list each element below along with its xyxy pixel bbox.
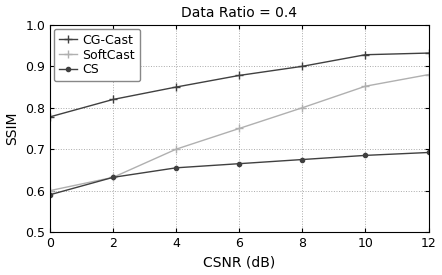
CS [426,151,431,154]
SoftCast [110,176,116,179]
CS [110,176,116,179]
CG-Cast [110,98,116,101]
CS [174,166,179,169]
CS [300,158,305,161]
Line: CS: CS [48,150,431,197]
Legend: CG-Cast, SoftCast, CS: CG-Cast, SoftCast, CS [54,29,140,81]
Line: CG-Cast: CG-Cast [46,49,433,121]
X-axis label: CSNR (dB): CSNR (dB) [203,255,275,270]
SoftCast [363,84,368,88]
SoftCast [174,147,179,151]
Title: Data Ratio = 0.4: Data Ratio = 0.4 [181,6,297,20]
SoftCast [426,73,431,76]
CG-Cast [47,115,53,119]
CS [47,193,53,196]
SoftCast [236,127,242,130]
SoftCast [47,189,53,192]
Line: SoftCast: SoftCast [46,70,433,195]
SoftCast [300,106,305,109]
CS [363,154,368,157]
CG-Cast [363,53,368,56]
CG-Cast [236,74,242,77]
CG-Cast [174,85,179,89]
CG-Cast [300,65,305,68]
CG-Cast [426,51,431,55]
CS [236,162,242,165]
Y-axis label: SSIM: SSIM [6,112,19,145]
